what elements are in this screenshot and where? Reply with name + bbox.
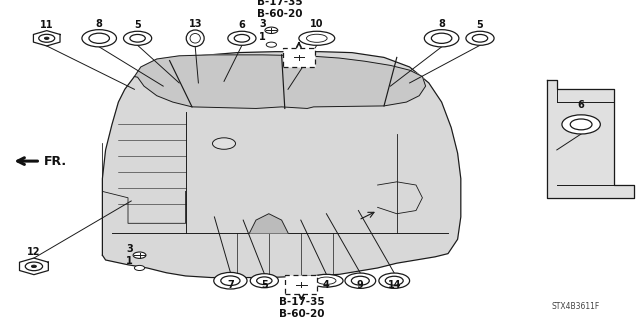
- Circle shape: [257, 277, 272, 285]
- Circle shape: [292, 54, 305, 61]
- Circle shape: [424, 30, 459, 47]
- Circle shape: [472, 34, 488, 42]
- Circle shape: [351, 276, 369, 285]
- Ellipse shape: [307, 34, 327, 42]
- Text: 3: 3: [259, 19, 266, 29]
- Polygon shape: [134, 55, 426, 108]
- Circle shape: [562, 115, 600, 134]
- Text: 14: 14: [387, 280, 401, 290]
- Text: 6: 6: [578, 100, 584, 110]
- Circle shape: [82, 30, 116, 47]
- Text: 11: 11: [40, 20, 54, 30]
- Text: 13: 13: [188, 19, 202, 29]
- Circle shape: [25, 262, 43, 271]
- Text: 6: 6: [239, 20, 245, 30]
- Text: STX4B3611F: STX4B3611F: [552, 302, 600, 311]
- Ellipse shape: [186, 30, 204, 47]
- Text: 4: 4: [323, 280, 330, 290]
- Circle shape: [124, 31, 152, 45]
- Polygon shape: [250, 214, 288, 233]
- Text: 1: 1: [126, 256, 132, 266]
- Circle shape: [89, 33, 109, 43]
- Ellipse shape: [310, 274, 343, 287]
- Circle shape: [234, 34, 250, 42]
- Circle shape: [295, 281, 308, 288]
- Circle shape: [345, 273, 376, 288]
- Circle shape: [212, 138, 236, 149]
- Text: 5: 5: [134, 20, 141, 30]
- Ellipse shape: [299, 31, 335, 45]
- FancyBboxPatch shape: [283, 48, 315, 67]
- Text: 5: 5: [477, 20, 483, 30]
- Circle shape: [228, 31, 256, 45]
- Polygon shape: [547, 80, 634, 198]
- Text: FR.: FR.: [44, 155, 67, 167]
- FancyBboxPatch shape: [285, 275, 317, 294]
- Text: B-17-35
B-60-20: B-17-35 B-60-20: [257, 0, 303, 19]
- Circle shape: [265, 27, 278, 33]
- Text: 12: 12: [27, 248, 41, 257]
- Text: 7: 7: [227, 280, 234, 290]
- Polygon shape: [102, 52, 461, 278]
- Circle shape: [221, 276, 240, 286]
- Circle shape: [431, 33, 452, 43]
- Text: 1: 1: [259, 32, 266, 42]
- Text: 10: 10: [310, 19, 324, 29]
- Text: 8: 8: [96, 19, 102, 29]
- Circle shape: [214, 272, 247, 289]
- Text: 9: 9: [357, 280, 364, 290]
- Circle shape: [133, 252, 146, 258]
- Text: 5: 5: [261, 280, 268, 290]
- Circle shape: [266, 42, 276, 47]
- Circle shape: [44, 37, 49, 40]
- Circle shape: [570, 119, 592, 130]
- Circle shape: [39, 34, 54, 42]
- Ellipse shape: [317, 277, 336, 285]
- Circle shape: [134, 265, 145, 271]
- Ellipse shape: [190, 33, 200, 43]
- Circle shape: [466, 31, 494, 45]
- Circle shape: [250, 274, 278, 288]
- Circle shape: [379, 273, 410, 288]
- Circle shape: [130, 34, 145, 42]
- Text: 8: 8: [438, 19, 445, 29]
- Text: B-17-35
B-60-20: B-17-35 B-60-20: [278, 297, 324, 319]
- Circle shape: [385, 276, 403, 285]
- Text: 3: 3: [126, 244, 132, 254]
- Circle shape: [31, 265, 36, 268]
